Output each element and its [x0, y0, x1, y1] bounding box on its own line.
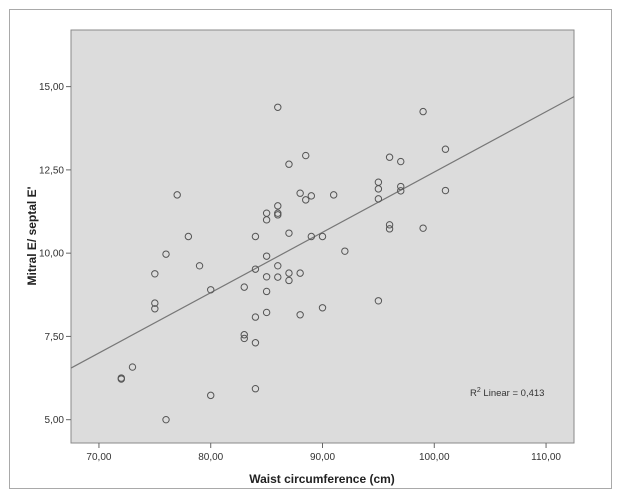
regression-line [70, 96, 575, 369]
data-point [296, 189, 304, 197]
data-point [207, 286, 215, 294]
data-point [151, 299, 159, 307]
data-point [374, 195, 383, 203]
data-point [251, 265, 260, 273]
data-point [318, 304, 327, 312]
data-point [397, 157, 405, 166]
data-point [184, 232, 193, 241]
data-point [240, 331, 248, 339]
r2-annotation: R2 Linear = 0,413 [470, 387, 544, 399]
data-point [274, 211, 282, 219]
data-point [318, 232, 327, 241]
data-point [162, 415, 170, 424]
x-axis-title: Waist circumference (cm) [249, 472, 395, 486]
y-tick-label: 15,00 [39, 82, 64, 93]
data-point [285, 276, 293, 285]
plot-area [70, 29, 575, 444]
data-point [240, 283, 248, 291]
data-point [173, 191, 181, 199]
data-point [285, 229, 293, 237]
data-point [374, 185, 383, 193]
data-point [341, 247, 349, 255]
data-point [419, 224, 427, 232]
x-tick-label: 110,00 [531, 452, 561, 463]
data-point [285, 269, 293, 277]
data-point [262, 216, 271, 224]
data-point [151, 305, 159, 313]
data-point [274, 273, 282, 281]
r2-superscript: 2 [477, 387, 481, 394]
data-point [441, 186, 450, 195]
y-tick-label: 5,00 [45, 415, 65, 426]
x-tick-label: 100,00 [419, 452, 450, 463]
data-point [374, 297, 383, 305]
data-point [251, 339, 260, 347]
y-tick-label: 10,00 [39, 249, 64, 260]
data-point [329, 191, 338, 199]
data-point [302, 196, 310, 204]
data-point [385, 225, 394, 233]
data-point [151, 270, 159, 278]
data-point [296, 311, 304, 319]
data-point [207, 391, 215, 400]
x-tick-label: 90,00 [310, 452, 335, 463]
data-point [385, 153, 394, 161]
data-point [307, 192, 316, 200]
data-point [262, 252, 271, 260]
r2-prefix: R [470, 388, 477, 399]
y-tick-label: 12,50 [39, 165, 64, 176]
data-point [441, 145, 450, 153]
data-point [262, 308, 271, 317]
data-point [302, 151, 310, 160]
data-point [307, 232, 316, 241]
data-point [274, 262, 282, 270]
data-point [274, 103, 282, 111]
data-point [251, 313, 260, 321]
data-point [419, 107, 427, 116]
y-axis-title: Mitral E/ septal E' [25, 186, 39, 285]
data-point [251, 385, 260, 393]
data-point [262, 273, 271, 281]
data-point [385, 221, 394, 229]
data-point [296, 269, 304, 277]
data-point [128, 363, 137, 371]
data-point [397, 182, 405, 191]
data-point [285, 160, 293, 168]
x-tick-label: 80,00 [198, 452, 223, 463]
data-point [274, 202, 282, 210]
data-point [262, 287, 271, 296]
data-point [240, 334, 248, 343]
r2-value-text: Linear = 0,413 [481, 388, 545, 399]
data-point [397, 187, 405, 195]
x-tick-label: 70,00 [86, 452, 111, 463]
data-point [195, 262, 204, 270]
y-tick-label: 7,50 [45, 332, 65, 343]
data-point [117, 374, 126, 382]
data-point [251, 232, 260, 241]
data-point [162, 250, 170, 258]
